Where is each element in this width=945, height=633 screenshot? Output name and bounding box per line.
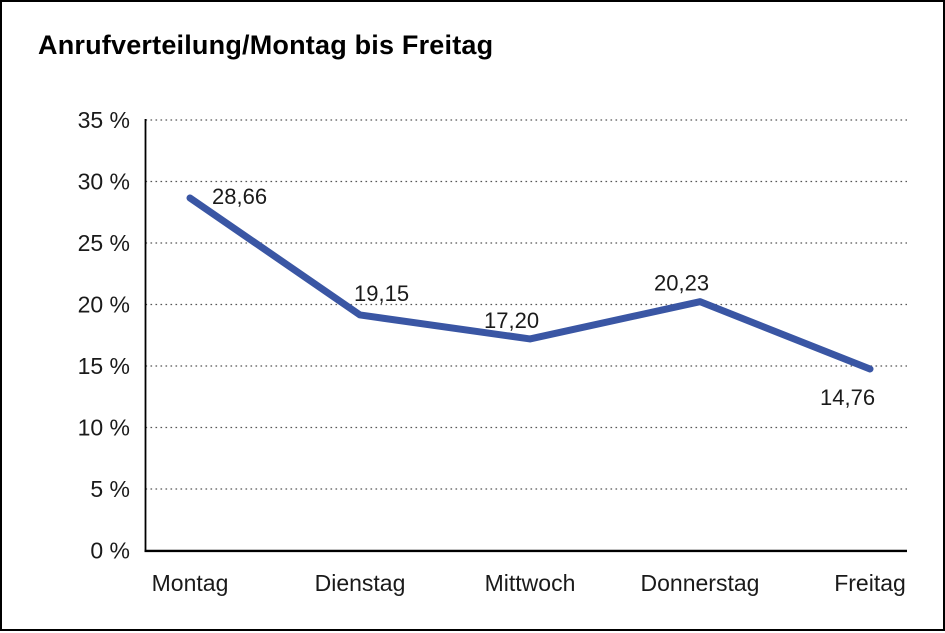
data-point-label: 19,15: [354, 281, 409, 306]
y-axis-tick-label: 15 %: [78, 353, 130, 379]
y-axis-tick-label: 0 %: [90, 538, 130, 564]
data-series-line: [186, 194, 874, 373]
x-axis-label: Freitag: [834, 570, 906, 596]
y-axis-tick-label: 10 %: [78, 415, 130, 441]
chart-title: Anrufverteilung/Montag bis Freitag: [38, 30, 494, 60]
y-axis-tick-label: 5 %: [90, 476, 130, 502]
data-point-label: 28,66: [212, 184, 267, 209]
x-axis-label: Dienstag: [315, 570, 406, 596]
y-axis-tick-label: 20 %: [78, 292, 130, 318]
y-axis-tick-label: 25 %: [78, 230, 130, 256]
data-point-label: 17,20: [484, 308, 539, 333]
y-axis-tick-label: 35 %: [78, 107, 130, 133]
x-axis-label: Montag: [152, 570, 229, 596]
data-point-label: 20,23: [654, 271, 709, 296]
data-point-label: 14,76: [820, 385, 875, 410]
y-axis-tick-label: 30 %: [78, 169, 130, 195]
x-axis-label: Donnerstag: [641, 570, 760, 596]
x-axis-label: Mittwoch: [485, 570, 576, 596]
